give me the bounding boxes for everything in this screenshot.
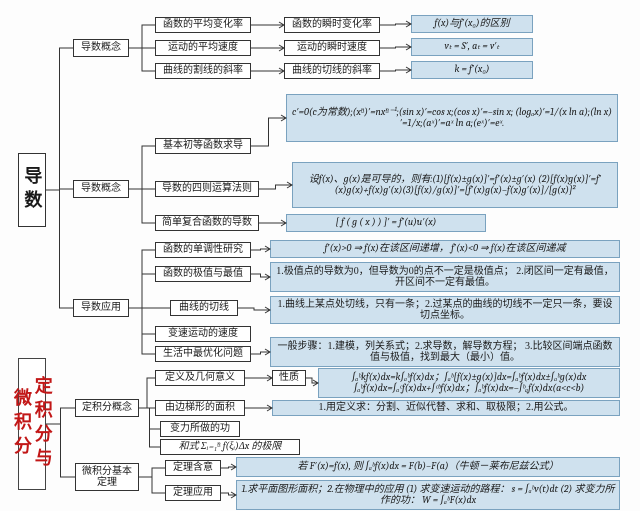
blue-j3: [ f ( g ( x ) ) ]′ = f′(u)·u′(x) — [286, 214, 486, 232]
concept-map: 导数定积分与微积分导数概念导数概念导数应用定积分概念微积分基本定理函数的平均变化… — [0, 0, 640, 511]
l3-a3: 曲线的割线的斜率 — [155, 63, 251, 79]
l2-d3: 导数应用 — [73, 299, 129, 317]
l3-f1: 定理含意 — [165, 460, 221, 476]
blue-k2: 1.极值点的导数为0，但导数为0的点不一定是极值点； 2.闭区间一定有最值，开区… — [270, 262, 620, 292]
l3-e2: 由边梯形的面积 — [155, 400, 245, 416]
blue-h3: k = f′(x₀) — [411, 61, 533, 79]
l3-c1: 函数的单调性研究 — [155, 242, 251, 258]
blue-p2: 1.用定义求：分割、近似代替、求和、取极限；2.用公式。 — [272, 400, 620, 416]
l3-b3: 简单复合函数的导数 — [155, 215, 259, 231]
blue-k1: f′(x)>0 ⇒ f(x)在该区间递增， f′(x)<0 ⇒ f(x)在该区间… — [270, 240, 620, 258]
blue-h2: vₜ = S′, aₜ = v′ₜ — [411, 38, 533, 56]
l2-d1: 导数概念 — [73, 39, 129, 57]
l3-e3: 变力所做的功 — [160, 421, 240, 437]
l3-c2: 函数的极值与最值 — [155, 266, 251, 282]
l3-c3: 曲线的切线 — [170, 300, 238, 316]
l3-b2: 导数的四则运算法则 — [155, 181, 259, 197]
l4-g1: 函数的瞬时变化率 — [284, 17, 380, 33]
l3-e1: 定义及几何意义 — [155, 370, 245, 386]
blue-j2: 设f(x)、g(x)是可导的，则有:(1)[f(x)±g(x)]′=f′(x)±… — [292, 162, 618, 208]
l4-g3: 曲线的切线的斜率 — [284, 63, 380, 79]
l2-i2: 微积分基本定理 — [75, 463, 139, 491]
l3-c4: 变速运动的速度 — [155, 326, 251, 342]
l3-f2: 定理应用 — [165, 485, 221, 501]
l4-q1: 性质 — [272, 370, 306, 386]
plain-sum: 和式 Σᵢ₌₁ⁿ f(ξᵢ)Δx 的极限 — [160, 439, 300, 455]
l2-i1: 定积分概念 — [75, 399, 139, 417]
blue-p1: ∫ₐᵇkf(x)dx=k∫ₐᵇf(x)dx；∫ₐᵇ[f(x)±g(x)]dx=∫… — [318, 368, 620, 398]
blue-j1: c′=0(c为常数);(xⁿ)′=nxⁿ⁻¹;(sin x)′=cos x;(c… — [286, 94, 618, 142]
l4-g2: 运动的瞬时速度 — [284, 40, 380, 56]
blue-p4: 若 F′(x)=f(x), 则 ∫ₐᵇf(x)dx = F(b)−F(a)（牛顿… — [236, 457, 620, 477]
blue-k3: 1.曲线上某点处切线，只有一条；2.过某点的曲线的切线不一定只一条，要设切点坐标… — [270, 296, 620, 324]
l3-c5: 生活中最优化问题 — [155, 346, 251, 362]
l3-a1: 函数的平均变化率 — [155, 17, 251, 33]
root-derivative: 导数 — [18, 153, 46, 227]
blue-p5: 1.求平面图形面积；2.在物理中的应用 (1) 求变速运动的路程： s = ∫ₐ… — [236, 480, 620, 510]
root-integral: 定积分与微积分 — [18, 358, 46, 490]
blue-h1: f(x)与f′(x₀)的区别 — [411, 15, 533, 33]
blue-k5: 一般步骤：1.建模，列关系式；2.求导数，解导数方程； 3.比较区间端点函数值与… — [270, 337, 620, 367]
l3-a2: 运动的平均速度 — [155, 40, 251, 56]
l3-b1: 基本初等函数求导 — [155, 138, 251, 154]
l2-d2: 导数概念 — [73, 180, 129, 198]
